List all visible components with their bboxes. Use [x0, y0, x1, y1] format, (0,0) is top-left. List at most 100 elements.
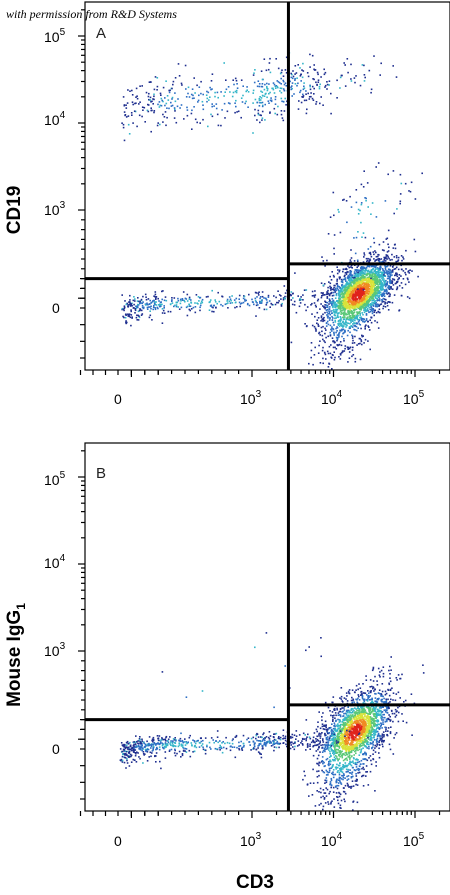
event-point [338, 296, 341, 298]
event-point [291, 82, 294, 84]
event-point [380, 707, 382, 709]
event-point [341, 288, 344, 290]
event-point [130, 309, 132, 311]
event-point [291, 87, 293, 90]
event-point [305, 325, 308, 328]
event-point [348, 278, 350, 281]
event-point [333, 308, 335, 311]
event-point [333, 253, 335, 255]
event-point [282, 79, 284, 82]
event-point [372, 680, 375, 682]
event-point [285, 104, 287, 106]
event-point [340, 300, 342, 303]
event-point [311, 313, 313, 315]
event-point [138, 114, 141, 117]
event-point [265, 308, 268, 311]
event-point [352, 737, 355, 739]
event-point [379, 291, 382, 294]
event-point [363, 74, 366, 76]
event-point [156, 89, 158, 91]
event-point [365, 267, 367, 270]
panel-a-frame [84, 1, 450, 371]
event-point [345, 301, 347, 303]
event-point [177, 297, 179, 300]
event-point [321, 334, 324, 337]
event-point [163, 305, 165, 307]
event-point [153, 295, 155, 297]
event-point [369, 699, 371, 701]
event-point [337, 300, 339, 302]
event-point [211, 306, 213, 308]
event-point [325, 306, 327, 308]
event-point [360, 221, 362, 224]
event-point [331, 326, 333, 328]
event-point [261, 119, 263, 121]
event-point [367, 694, 370, 697]
event-point [129, 304, 132, 307]
event-point [155, 298, 157, 300]
event-point [335, 294, 338, 297]
event-point [355, 689, 357, 691]
event-point [157, 122, 159, 124]
event-point [251, 301, 254, 303]
event-point [363, 743, 365, 746]
event-point [346, 324, 348, 327]
event-point [311, 85, 314, 88]
event-point [336, 778, 338, 781]
event-point [378, 275, 380, 278]
event-point [367, 738, 370, 740]
event-point [350, 63, 352, 66]
event-point [366, 742, 368, 745]
event-point [313, 325, 316, 328]
event-point [353, 298, 356, 301]
event-point [317, 79, 320, 81]
event-point [215, 103, 218, 105]
event-point [140, 314, 143, 316]
event-point [324, 341, 326, 344]
event-point [386, 291, 388, 293]
event-point [360, 759, 363, 762]
event-point [372, 299, 374, 302]
event-point [258, 85, 261, 88]
event-point [375, 720, 378, 722]
event-point [221, 109, 223, 111]
event-point [299, 302, 302, 304]
event-point [387, 287, 390, 290]
event-point [380, 288, 383, 290]
event-point [354, 322, 357, 325]
event-point [354, 316, 357, 318]
event-point [322, 319, 325, 321]
event-point [372, 668, 375, 670]
event-point [386, 271, 388, 274]
event-point [377, 255, 379, 258]
event-point [343, 739, 346, 742]
event-point [371, 271, 373, 274]
event-point [347, 288, 349, 291]
event-point [348, 311, 351, 314]
event-point [357, 321, 360, 323]
event-point [385, 284, 388, 286]
event-point [414, 250, 417, 253]
event-point [366, 717, 369, 720]
event-point [314, 290, 316, 292]
event-point [190, 301, 192, 304]
event-point [380, 258, 383, 260]
event-point [348, 282, 351, 285]
event-point [363, 278, 366, 281]
event-point [376, 743, 378, 745]
event-point [358, 308, 361, 311]
event-point [331, 723, 333, 725]
event-point [364, 338, 367, 341]
event-point [383, 298, 386, 300]
event-point [177, 98, 179, 100]
event-point [144, 121, 146, 123]
event-point [150, 101, 152, 103]
event-point [364, 278, 367, 280]
event-point [133, 110, 136, 112]
event-point [174, 304, 176, 307]
event-point [413, 702, 416, 705]
event-point [372, 277, 375, 280]
event-point [370, 88, 373, 91]
event-point [334, 301, 336, 304]
event-point [261, 299, 263, 302]
